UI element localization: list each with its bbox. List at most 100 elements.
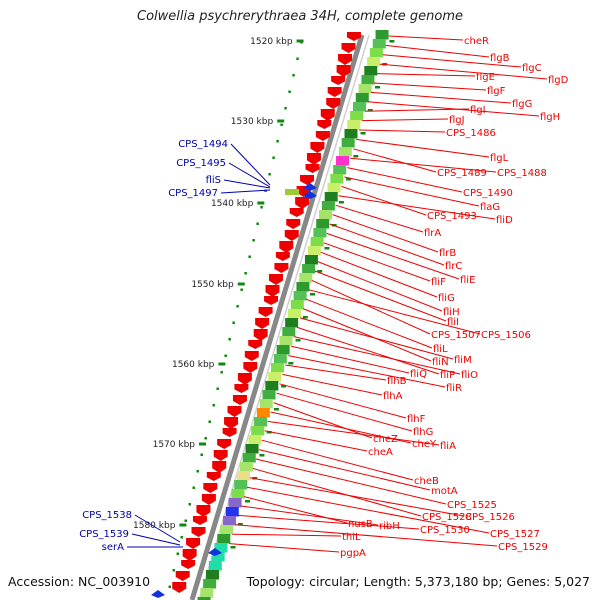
- gene-label-right: fliD: [496, 215, 513, 226]
- gene-shade-block: [206, 570, 220, 580]
- forward-gene-arrow: [300, 175, 315, 185]
- gene-label-left: CPS_1497: [168, 188, 218, 199]
- gene-label-right: fliA: [440, 441, 456, 452]
- ruler-dot: [176, 552, 180, 555]
- gene-label-right: fliL: [433, 344, 448, 355]
- gene-leader-line: [317, 261, 443, 312]
- topology-label: Topology: circular; Length: 5,373,180 bp…: [246, 574, 590, 589]
- gene-label-right: flgI: [470, 105, 486, 116]
- ruler-dot: [268, 173, 271, 176]
- gene-shade-block: [271, 363, 285, 373]
- ruler-dot: [188, 503, 192, 506]
- gene-leader-line: [365, 108, 470, 112]
- gene-leader-line: [288, 355, 446, 388]
- gene-leader-line: [255, 458, 447, 505]
- gene-label-right: flgC: [522, 63, 542, 74]
- gene-shade-block: [256, 408, 270, 418]
- reverse-gene-arrow: [303, 191, 317, 199]
- gene-label-left: CPS_1539: [79, 529, 129, 540]
- gene-leader-line: [131, 533, 181, 546]
- forward-gene-arrow: [222, 428, 237, 437]
- ruler-dot: [256, 222, 259, 225]
- gene-label-right: CPS_1529: [498, 542, 548, 553]
- gene-label-right: fliM: [454, 355, 472, 366]
- forward-gene-arrow: [175, 571, 190, 581]
- gene-label-right: flgE: [476, 72, 495, 83]
- forward-gene-arrow: [289, 208, 304, 217]
- forward-gene-arrow: [264, 296, 279, 305]
- gene-label-right: cheA: [368, 447, 393, 458]
- gene-leader-line: [323, 242, 431, 282]
- feature-tick: [324, 247, 330, 250]
- feature-tick: [281, 385, 287, 388]
- forward-gene-arrow: [274, 263, 289, 273]
- gene-shade-block: [350, 111, 364, 121]
- forward-gene-arrow: [286, 219, 301, 229]
- forward-gene-arrow: [232, 395, 247, 405]
- gene-leader-line: [232, 533, 342, 537]
- ruler-dot: [236, 305, 239, 308]
- gene-shade-block: [239, 462, 253, 472]
- gene-label-right: CPS_1493: [427, 211, 477, 222]
- reverse-gene-arrow: [208, 548, 222, 556]
- forward-gene-arrow: [253, 329, 268, 341]
- ruler-dot: [252, 239, 255, 242]
- feature-tick: [273, 408, 279, 411]
- gene-label-right: CPS_1506: [481, 330, 531, 341]
- gene-shade-block: [234, 480, 248, 490]
- gene-shade-block: [375, 30, 389, 40]
- gene-leader-line: [235, 524, 498, 547]
- genome-title: Colwellia psychrerythraea 34H, complete …: [137, 9, 463, 24]
- forward-gene-arrow: [227, 406, 242, 417]
- ruler-dot: [216, 387, 219, 390]
- scale-tick: [257, 201, 265, 205]
- gene-label-right: fliR: [446, 383, 462, 394]
- forward-gene-arrow: [243, 362, 258, 373]
- gene-leader-line: [388, 35, 464, 41]
- gene-leader-line: [353, 148, 437, 173]
- gene-label-right: flrC: [445, 261, 462, 272]
- gene-label-right: flgF: [487, 86, 506, 97]
- gene-label-left: fliS: [206, 175, 221, 186]
- ruler-dot: [212, 404, 215, 407]
- gene-shade-block: [302, 264, 316, 274]
- forward-gene-arrow: [315, 131, 330, 141]
- ruler-dot: [288, 90, 291, 93]
- forward-gene-arrow: [268, 274, 283, 285]
- gene-shade-block: [222, 516, 236, 526]
- gene-shade-block: [364, 66, 378, 76]
- forward-gene-arrow: [224, 417, 239, 429]
- gene-leader-line: [279, 383, 407, 419]
- ruler-dot: [276, 140, 279, 143]
- reverse-gene-arrow: [151, 590, 165, 598]
- gene-label-left: CPS_1538: [82, 510, 132, 521]
- feature-tick: [353, 155, 359, 158]
- accession-label: Accession: NC_003910: [8, 574, 151, 589]
- gene-label-right: flgH: [540, 112, 560, 123]
- gene-shade-block: [372, 39, 386, 49]
- forward-gene-arrow: [213, 450, 228, 461]
- ruler-dot: [260, 206, 263, 209]
- gene-shade-block: [336, 156, 350, 166]
- gene-label-right: fliN: [432, 357, 449, 368]
- gene-leader-line: [344, 176, 480, 207]
- gene-label-right: CPS_1526: [465, 512, 515, 523]
- gene-shade-block: [296, 282, 310, 292]
- gene-leader-line: [246, 486, 490, 534]
- gene-label-right: fliG: [438, 293, 455, 304]
- gene-label-left: CPS_1494: [178, 139, 228, 150]
- forward-gene-arrow: [244, 351, 259, 361]
- gene-label-right: CPS_1486: [446, 128, 496, 139]
- gene-shade-block: [290, 300, 304, 310]
- scale-tick: [237, 282, 245, 286]
- forward-gene-arrow: [212, 461, 227, 473]
- gene-shade-block: [248, 435, 262, 445]
- gene-shade-block: [231, 489, 245, 499]
- gene-leader-line: [338, 195, 496, 220]
- gene-shade-block: [282, 327, 296, 337]
- ruler-dot: [284, 107, 287, 110]
- gene-leader-line: [264, 430, 368, 452]
- gene-label-right: flhF: [407, 414, 426, 425]
- gene-shade-block: [251, 426, 265, 436]
